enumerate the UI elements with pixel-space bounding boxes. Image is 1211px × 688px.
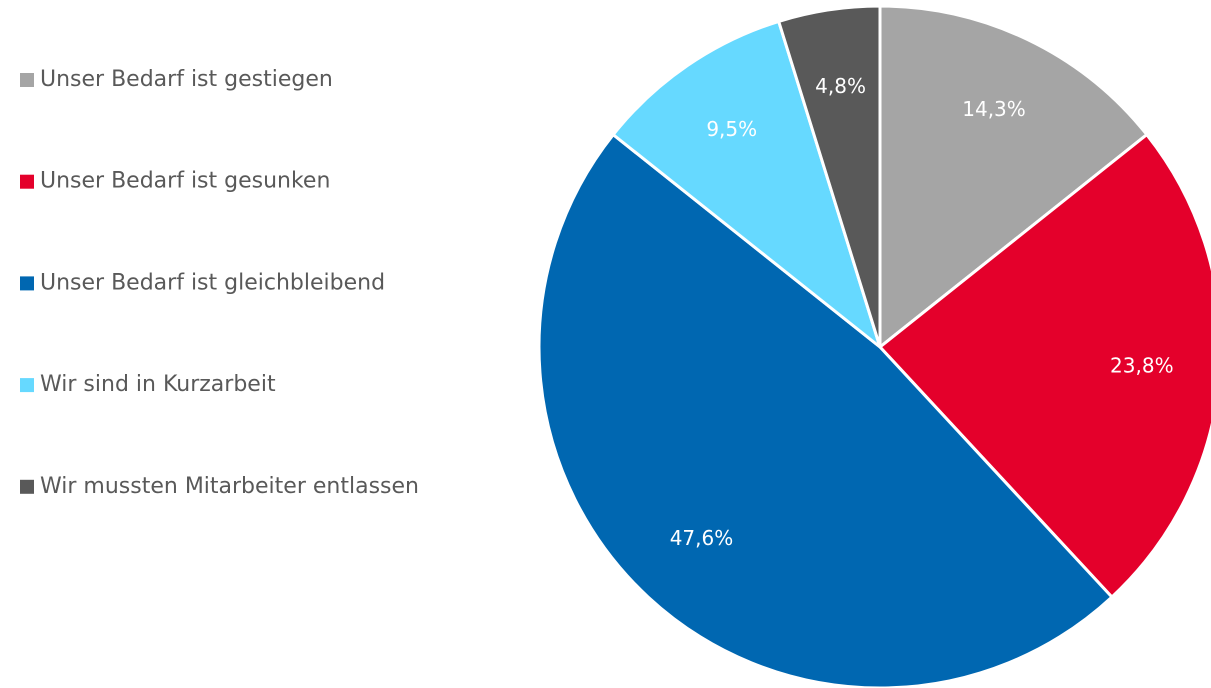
pie-slice — [878, 4, 1149, 351]
slice-label: 23,8% — [1110, 353, 1174, 377]
slice-label: 14,3% — [962, 97, 1026, 121]
pie-slice — [776, 4, 882, 348]
pie-slice — [611, 19, 883, 352]
legend-swatch — [20, 479, 34, 494]
legend-label: Unser Bedarf ist gleichbleibend — [40, 270, 385, 295]
legend-label: Unser Bedarf ist gestiegen — [40, 67, 333, 92]
slice-label: 47,6% — [670, 526, 734, 550]
legend-swatch — [20, 73, 34, 87]
legend-swatch — [20, 276, 34, 291]
legend-swatch — [20, 378, 34, 393]
slice-label: 9,5% — [706, 117, 757, 141]
pie-slice — [877, 132, 1211, 600]
legend-label: Unser Bedarf ist gesunken — [40, 169, 330, 194]
slice-label: 4,8% — [815, 74, 866, 98]
pie-slice — [537, 132, 1114, 688]
legend-swatch — [20, 174, 34, 189]
legend-label: Wir sind in Kurzarbeit — [40, 372, 276, 397]
legend-label: Wir mussten Mitarbeiter entlassen — [40, 474, 419, 499]
